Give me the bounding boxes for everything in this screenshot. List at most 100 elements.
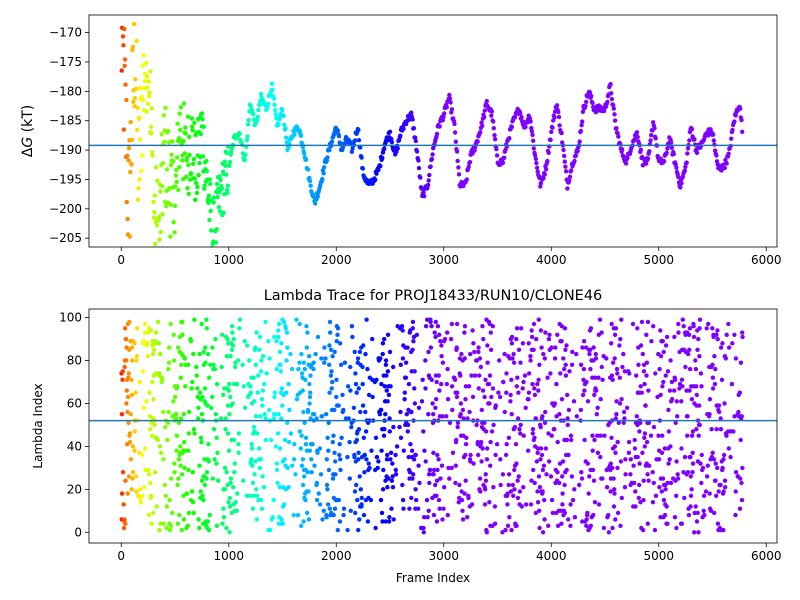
- lambda-point: [400, 328, 405, 333]
- lambda-point: [387, 429, 392, 434]
- lambda-point: [618, 523, 623, 528]
- dg-point: [455, 158, 460, 164]
- lambda-point: [176, 420, 182, 425]
- lambda-point: [286, 439, 292, 445]
- lambda-point: [285, 465, 290, 471]
- lambda-point: [143, 446, 148, 451]
- lambda-point: [163, 424, 168, 430]
- lambda-point: [234, 381, 240, 387]
- dg-point: [625, 155, 630, 161]
- lambda-point: [539, 452, 545, 458]
- x-tick-label: 6000: [751, 253, 782, 267]
- lambda-point: [511, 493, 516, 498]
- lambda-point: [696, 433, 701, 438]
- dg-point: [286, 145, 291, 150]
- lambda-point: [181, 412, 186, 417]
- lambda-point: [361, 512, 367, 518]
- dg-point: [519, 114, 524, 120]
- dg-point: [180, 158, 185, 163]
- dg-point: [186, 162, 191, 168]
- y-tick-label: 60: [67, 396, 82, 410]
- dg-point: [174, 155, 180, 160]
- x-tick-label: 1000: [213, 253, 244, 267]
- lambda-point: [356, 386, 361, 391]
- lambda-point: [436, 457, 441, 462]
- dg-point: [158, 229, 163, 235]
- lambda-point: [189, 386, 194, 391]
- lambda-point: [519, 326, 524, 331]
- dg-point: [329, 139, 335, 144]
- lambda-point: [410, 476, 415, 481]
- lambda-point: [158, 351, 163, 357]
- dg-point: [298, 133, 304, 138]
- dg-point: [137, 115, 142, 121]
- dg-point: [419, 186, 424, 191]
- lambda-point: [733, 356, 739, 361]
- lambda-point: [592, 437, 597, 443]
- lambda-point: [530, 381, 535, 387]
- lambda-point: [227, 495, 232, 501]
- lambda-point: [516, 347, 522, 352]
- lambda-point: [646, 388, 651, 393]
- lambda-point: [477, 356, 483, 361]
- lambda-point: [679, 446, 684, 451]
- lambda-point: [445, 512, 450, 518]
- lambda-point: [695, 510, 700, 516]
- lambda-point: [468, 459, 473, 464]
- dg-point: [207, 217, 212, 223]
- x-tick-label: 0: [117, 253, 125, 267]
- lambda-point: [646, 463, 652, 468]
- lambda-point: [661, 349, 666, 355]
- lambda-point: [439, 343, 444, 348]
- lambda-point: [638, 384, 643, 389]
- lambda-point: [446, 465, 451, 471]
- lambda-point: [642, 431, 648, 436]
- dg-point: [190, 124, 195, 129]
- lambda-point: [513, 442, 519, 447]
- lambda-point: [472, 349, 477, 355]
- lambda-point: [229, 347, 235, 352]
- dg-point: [578, 128, 584, 134]
- lambda-point: [482, 420, 487, 425]
- lambda-point: [662, 512, 668, 518]
- lambda-point: [177, 512, 182, 518]
- dg-point: [140, 63, 145, 68]
- lambda-point: [509, 377, 514, 382]
- dg-point: [201, 124, 206, 129]
- lambda-point: [481, 336, 486, 342]
- lambda-point: [172, 461, 177, 466]
- lambda-point: [685, 433, 690, 438]
- dg-point: [270, 87, 275, 93]
- lambda-point: [645, 472, 650, 477]
- lambda-point: [690, 461, 696, 466]
- dg-point: [148, 124, 154, 130]
- lambda-point: [480, 324, 485, 329]
- lambda-point: [680, 317, 685, 322]
- lambda-point: [215, 450, 220, 455]
- lambda-point: [328, 347, 334, 352]
- dg-point: [184, 156, 190, 161]
- lambda-point: [597, 317, 603, 322]
- lambda-point: [211, 362, 216, 367]
- lambda-point: [133, 474, 139, 479]
- lambda-point: [211, 427, 217, 432]
- lambda-point: [523, 405, 528, 410]
- lambda-point: [606, 530, 612, 535]
- dg-point: [154, 260, 158, 264]
- lambda-point: [697, 326, 702, 331]
- lambda-point: [302, 366, 308, 372]
- lambda-point: [274, 339, 279, 344]
- dg-point: [129, 137, 135, 142]
- lambda-point: [402, 390, 407, 395]
- lambda-point: [490, 324, 495, 329]
- dg-point: [492, 137, 498, 142]
- lambda-point: [660, 433, 665, 438]
- dg-point: [199, 111, 205, 116]
- lambda-point: [149, 433, 155, 438]
- dg-point: [176, 187, 181, 193]
- lambda-point: [285, 420, 290, 425]
- dg-point: [182, 151, 188, 156]
- lambda-point: [651, 424, 657, 430]
- lambda-point: [537, 525, 542, 531]
- lambda-point: [332, 407, 337, 413]
